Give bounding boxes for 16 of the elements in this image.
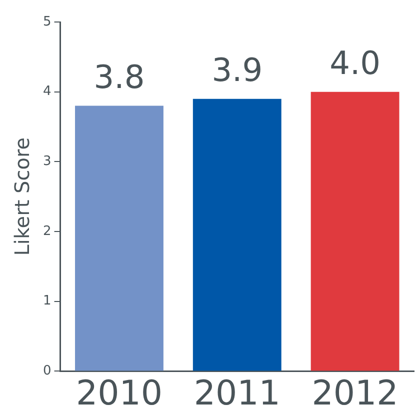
bar bbox=[310, 92, 400, 371]
y-tick-label: 3 bbox=[42, 154, 52, 170]
y-axis-title: Likert Score bbox=[10, 137, 34, 256]
x-tick-label: 2012 bbox=[312, 373, 398, 414]
y-tick-label: 2 bbox=[42, 224, 52, 239]
y-tick-label: 4 bbox=[42, 84, 52, 100]
data-label: 4.0 bbox=[330, 44, 380, 82]
data-label: 3.8 bbox=[94, 58, 145, 96]
bar bbox=[192, 98, 282, 371]
y-tick-label: 1 bbox=[42, 294, 52, 309]
x-tick-label: 2010 bbox=[76, 373, 162, 414]
y-tick-label: 0 bbox=[42, 364, 52, 379]
bar bbox=[75, 106, 164, 371]
y-tick-label: 5 bbox=[42, 14, 52, 30]
data-label: 3.9 bbox=[212, 51, 263, 90]
x-tick-label: 2011 bbox=[194, 373, 280, 414]
